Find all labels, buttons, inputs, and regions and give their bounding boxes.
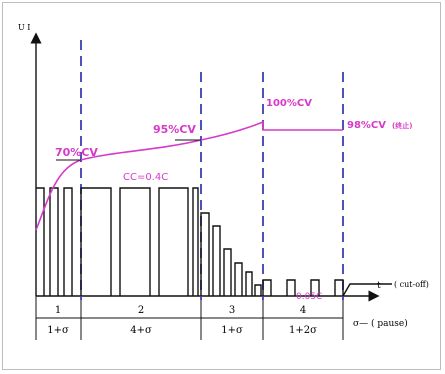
stage-3-number: 3 <box>229 305 235 316</box>
pulse <box>234 262 243 296</box>
diagram-frame <box>2 2 441 370</box>
pulses-stage-1 <box>36 187 73 296</box>
cutoff-ramp <box>342 283 392 297</box>
pulses-stage-2 <box>80 187 189 296</box>
label-100cv: 100%CV <box>266 98 312 109</box>
pulse <box>223 248 232 296</box>
cutoff-label: ( cut-off) <box>394 280 429 289</box>
stage-2-duration: 4+σ <box>130 325 152 336</box>
stage-1-number: 1 <box>55 305 61 316</box>
label-98cv: 98%CV <box>347 120 386 131</box>
x-axis-label: t <box>377 281 381 291</box>
pulse <box>254 284 262 296</box>
pause-note: σ— ( pause) <box>353 318 408 329</box>
pulse <box>49 187 59 296</box>
stage-3-duration: 1+σ <box>221 325 243 336</box>
pulse <box>310 279 320 296</box>
pulse <box>158 187 189 296</box>
pulse <box>119 187 151 296</box>
pulses-stage-3 <box>192 187 262 296</box>
pulses-stage-4 <box>262 279 344 296</box>
label-70cv: 70%CV <box>55 146 98 159</box>
stage-4-number: 4 <box>300 305 306 316</box>
pulse <box>200 212 210 296</box>
label-005c: 0.05C <box>296 292 322 302</box>
stage-1-duration: 1+σ <box>47 325 69 336</box>
y-axis-label: U I <box>18 23 30 32</box>
stage-ruler <box>35 296 344 340</box>
pulse <box>80 187 112 296</box>
pulse <box>192 187 199 296</box>
stage-2-number: 2 <box>138 305 144 316</box>
voltage-curve <box>35 120 343 231</box>
label-cc: CC=0.4C <box>123 172 168 183</box>
pulse <box>63 187 73 296</box>
label-98cv-suffix: (终止) <box>392 121 412 130</box>
stage-4-duration: 1+2σ <box>289 325 317 336</box>
pulse <box>262 279 272 296</box>
pulse <box>245 271 253 296</box>
pulse <box>36 187 45 296</box>
pulse <box>212 225 221 296</box>
pulse <box>286 279 296 296</box>
label-95cv: 95%CV <box>153 123 196 136</box>
pulse <box>334 279 344 296</box>
